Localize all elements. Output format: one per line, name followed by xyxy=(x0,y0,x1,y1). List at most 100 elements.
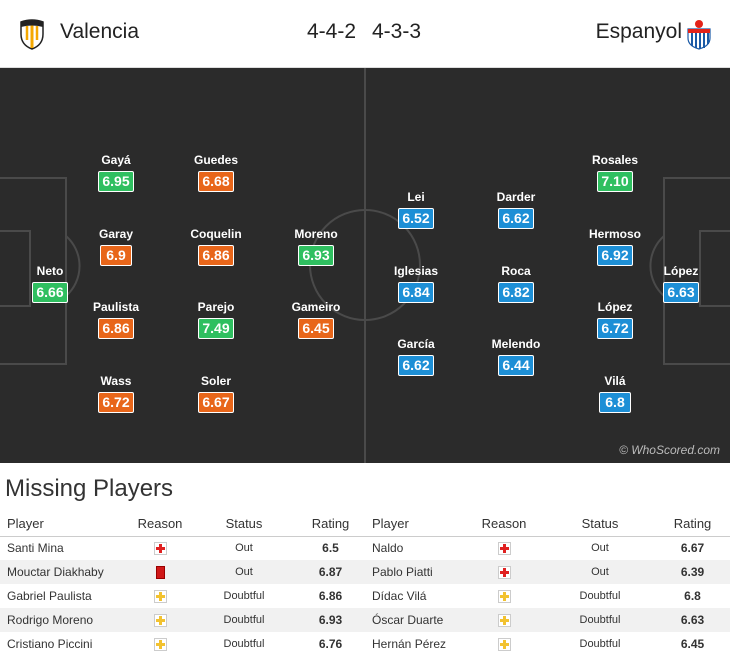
away-player[interactable]: García 6.62 xyxy=(371,337,461,376)
col-rating[interactable]: Rating xyxy=(655,512,730,537)
player-name: Paulista xyxy=(92,300,140,314)
espanyol-crest-icon[interactable] xyxy=(686,18,712,50)
away-player[interactable]: López 6.63 xyxy=(636,264,726,303)
table-row: Hernán Pérez Doubtful 6.45 xyxy=(365,632,730,656)
home-player[interactable]: Gayá 6.95 xyxy=(71,153,161,192)
missing-status: Doubtful xyxy=(223,590,265,602)
player-rating: 6.68 xyxy=(198,171,234,192)
home-formation: 4-4-2 xyxy=(307,20,357,43)
player-name: Parejo xyxy=(197,300,235,314)
player-name: Vilá xyxy=(604,374,626,388)
missing-player-name[interactable]: Dídac Vilá xyxy=(372,589,427,603)
away-player[interactable]: Vilá 6.8 xyxy=(570,374,660,413)
player-rating: 6.62 xyxy=(498,208,534,229)
injury-icon xyxy=(153,542,167,556)
missing-rating: 6.8 xyxy=(684,589,701,603)
player-name: García xyxy=(397,337,435,351)
col-player[interactable]: Player xyxy=(365,512,463,537)
away-player[interactable]: López 6.72 xyxy=(570,300,660,339)
missing-player-name[interactable]: Óscar Duarte xyxy=(365,608,463,632)
player-name: Gayá xyxy=(101,153,131,167)
away-player[interactable]: Lei 6.52 xyxy=(371,190,461,229)
player-rating: 6.63 xyxy=(663,282,699,303)
player-rating: 7.49 xyxy=(198,318,234,339)
doubtful-icon xyxy=(153,614,167,628)
table-row: Cristiano Piccini Doubtful 6.76 xyxy=(0,632,365,656)
player-name: Iglesias xyxy=(393,264,439,278)
missing-status: Out xyxy=(192,560,296,584)
missing-player-name[interactable]: Santi Mina xyxy=(7,541,64,556)
col-reason[interactable]: Reason xyxy=(128,512,192,537)
away-team-name[interactable]: Espanyol xyxy=(595,20,682,43)
away-formation: 4-3-3 xyxy=(372,20,422,43)
home-player[interactable]: Garay 6.9 xyxy=(71,227,161,266)
missing-rating: 6.39 xyxy=(655,560,730,584)
table-row: Naldo Out 6.67 xyxy=(365,536,730,560)
table-row: Rodrigo Moreno Doubtful 6.93 xyxy=(0,608,365,632)
player-name: Garay xyxy=(98,227,134,241)
home-player[interactable]: Paulista 6.86 xyxy=(71,300,161,339)
player-rating: 6.45 xyxy=(298,318,334,339)
injury-icon xyxy=(497,566,511,580)
col-reason[interactable]: Reason xyxy=(463,512,545,537)
home-player[interactable]: Coquelin 6.86 xyxy=(171,227,261,266)
missing-status: Doubtful xyxy=(192,608,296,632)
away-player[interactable]: Hermoso 6.92 xyxy=(570,227,660,266)
missing-status: Out xyxy=(591,542,609,555)
home-player[interactable]: Guedes 6.68 xyxy=(171,153,261,192)
missing-player-name[interactable]: Hernán Pérez xyxy=(372,637,447,651)
player-rating: 6.66 xyxy=(32,282,68,303)
away-player[interactable]: Darder 6.62 xyxy=(471,190,561,229)
missing-rating: 6.63 xyxy=(655,608,730,632)
player-name: Roca xyxy=(501,264,531,278)
missing-player-name[interactable]: Pablo Piatti xyxy=(365,560,463,584)
player-name: Hermoso xyxy=(588,227,641,241)
player-name: Soler xyxy=(200,374,231,388)
missing-player-name[interactable]: Naldo xyxy=(372,541,404,556)
doubtful-icon xyxy=(497,590,511,604)
col-rating[interactable]: Rating xyxy=(296,512,365,537)
player-name: Moreno xyxy=(294,227,338,241)
missing-status: Out xyxy=(545,560,655,584)
missing-player-name[interactable]: Cristiano Piccini xyxy=(7,637,93,651)
home-player[interactable]: Wass 6.72 xyxy=(71,374,161,413)
table-row: Santi Mina Out 6.5 xyxy=(0,536,365,560)
doubtful-icon xyxy=(153,638,167,652)
missing-rating: 6.76 xyxy=(318,637,343,651)
valencia-crest-icon[interactable] xyxy=(18,18,46,50)
missing-rating: 6.86 xyxy=(318,589,343,603)
red-card-icon xyxy=(155,566,165,580)
match-header: Valencia 4-4-2 4-3-3 Espanyol xyxy=(0,0,730,68)
player-rating: 7.10 xyxy=(597,171,633,192)
away-player[interactable]: Melendo 6.44 xyxy=(471,337,561,376)
away-player[interactable]: Rosales 7.10 xyxy=(570,153,660,192)
missing-player-name[interactable]: Mouctar Diakhaby xyxy=(0,560,128,584)
col-player[interactable]: Player xyxy=(0,512,128,537)
table-row: Mouctar Diakhaby Out 6.87 xyxy=(0,560,365,584)
player-rating: 6.84 xyxy=(398,282,434,303)
player-rating: 6.86 xyxy=(198,245,234,266)
home-player[interactable]: Moreno 6.93 xyxy=(271,227,361,266)
home-player[interactable]: Neto 6.66 xyxy=(5,264,95,303)
home-player[interactable]: Soler 6.67 xyxy=(171,374,261,413)
away-missing-table: Player Reason Status Rating Naldo Out 6.… xyxy=(365,512,730,656)
missing-rating: 6.93 xyxy=(296,608,365,632)
home-team-name[interactable]: Valencia xyxy=(60,20,139,43)
col-status[interactable]: Status xyxy=(192,512,296,537)
away-player[interactable]: Iglesias 6.84 xyxy=(371,264,461,303)
doubtful-icon xyxy=(497,638,511,652)
missing-player-name[interactable]: Gabriel Paulista xyxy=(7,589,92,603)
player-rating: 6.93 xyxy=(298,245,334,266)
col-status[interactable]: Status xyxy=(545,512,655,537)
away-player[interactable]: Roca 6.82 xyxy=(471,264,561,303)
missing-rating: 6.67 xyxy=(680,541,705,556)
table-row: Dídac Vilá Doubtful 6.8 xyxy=(365,584,730,608)
missing-player-name[interactable]: Rodrigo Moreno xyxy=(0,608,128,632)
player-name: Neto xyxy=(36,264,64,278)
missing-rating: 6.45 xyxy=(680,637,705,651)
missing-status: Doubtful xyxy=(223,638,265,650)
home-player[interactable]: Gameiro 6.45 xyxy=(271,300,361,339)
player-rating: 6.62 xyxy=(398,355,434,376)
player-name: Wass xyxy=(100,374,132,388)
home-player[interactable]: Parejo 7.49 xyxy=(171,300,261,339)
